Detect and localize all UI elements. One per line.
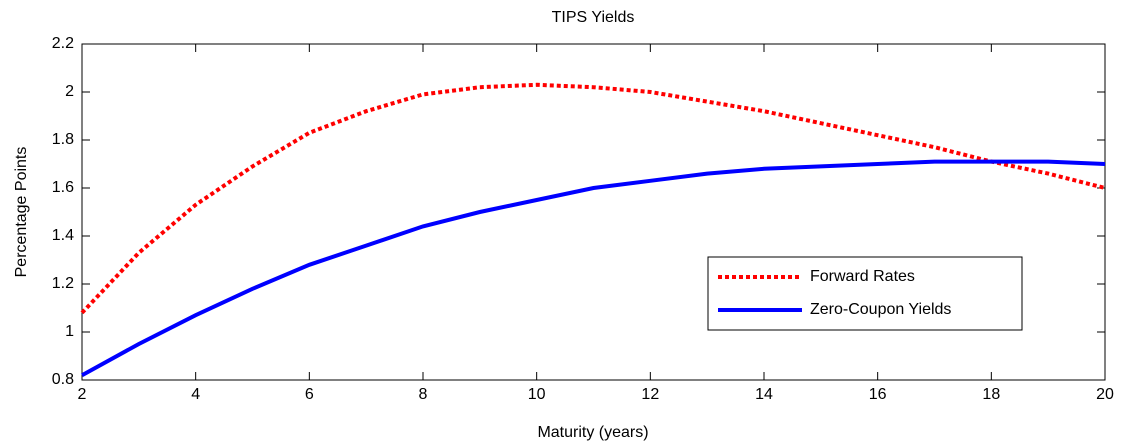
x-tick-label: 20: [1096, 386, 1114, 403]
x-tick-label: 8: [419, 386, 428, 403]
chart-title: TIPS Yields: [552, 9, 635, 26]
x-tick-label: 10: [528, 386, 546, 403]
legend-label: Zero-Coupon Yields: [810, 301, 951, 318]
legend-label: Forward Rates: [810, 268, 915, 285]
x-tick-label: 6: [305, 386, 314, 403]
x-tick-label: 4: [191, 386, 200, 403]
line-series: [80, 82, 1106, 315]
x-tick-label: 2: [78, 386, 87, 403]
y-tick-label: 2: [65, 83, 74, 100]
y-tick-label: 1.4: [52, 227, 74, 244]
x-tick-label: 12: [641, 386, 659, 403]
y-tick-label: 2.2: [52, 35, 74, 52]
legend-box: [707, 256, 1023, 331]
line-series: [81, 159, 1106, 377]
x-tick-label: 14: [755, 386, 773, 403]
x-tick-label: 18: [982, 386, 1000, 403]
y-tick-label: 1.8: [52, 131, 74, 148]
x-tick-label: 16: [869, 386, 887, 403]
y-tick-label: 0.8: [52, 371, 74, 388]
x-axis-label: Maturity (years): [537, 424, 648, 441]
y-tick-label: 1: [65, 323, 74, 340]
y-tick-label: 1.2: [52, 275, 74, 292]
y-tick-label: 1.6: [52, 179, 74, 196]
y-axis-label: Percentage Points: [13, 147, 30, 278]
